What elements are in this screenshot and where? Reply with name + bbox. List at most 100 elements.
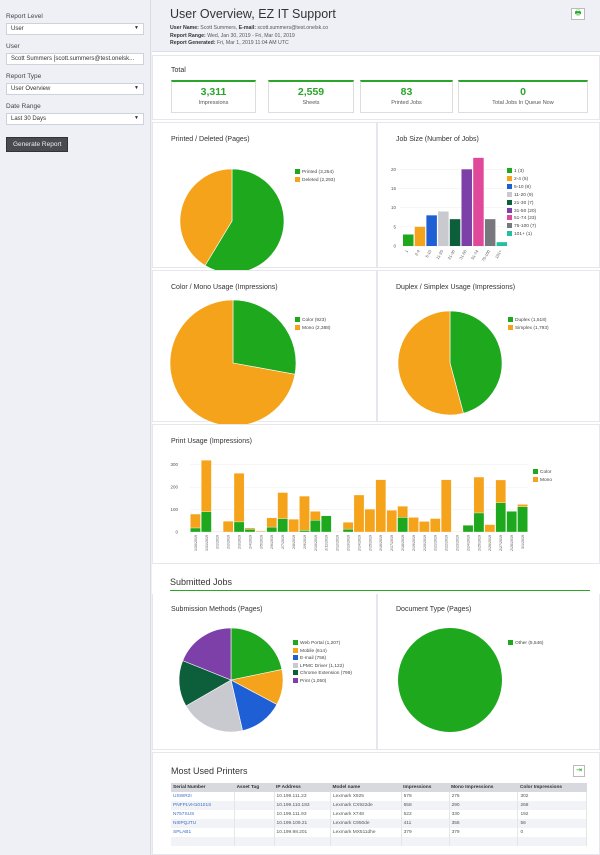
column-header: Serial Number [171,783,235,792]
y-tick-label: 300 [170,462,178,467]
legend-swatch [533,476,538,482]
queue-card: 0 Total Jobs In Queue Now [458,80,588,113]
card-label: Impressions [198,100,229,106]
export-button[interactable]: ⇥ [573,765,585,777]
report-level-value: User [11,26,24,32]
column-header: Mono Impressions [449,783,518,792]
bar-mono [353,494,365,533]
total-panel: Total 3,311 Impressions 2,559 Sheets 83 Pri… [152,55,600,120]
pie-slice [398,628,502,732]
x-tick-label: 2/19/2019 [412,535,416,551]
legend-label: E-mail (756) [300,656,327,662]
table-cell: 10.199.111.93 [274,810,331,819]
serial-number-link[interactable]: PNFPLVH10101S [171,801,236,810]
legend-swatch [295,176,300,182]
range-label: Report Range: [170,32,206,39]
legend-swatch [508,640,513,645]
legend-item: 11-20 (9) [507,191,536,200]
report-type-label: Report Type [6,73,42,80]
table-cell: Lexmark X748 [330,810,402,819]
y-tick-label: 15 [391,186,397,191]
print-button[interactable]: 🖶 [571,8,585,20]
legend-item: 31-50 (20) [507,207,536,216]
legend-item: 21-30 (7) [507,199,536,208]
bar-color [506,511,517,533]
x-tick-label: 2-4 [414,248,422,256]
legend-item: E-mail (756) [293,655,352,663]
bar-color [517,506,528,533]
legend-label: 1 (3) [514,169,524,174]
x-tick-label: 11-20 [435,248,445,260]
serial-number-link[interactable]: N757SUS [171,810,236,819]
bar-mono [473,476,485,514]
bar-color [201,511,212,533]
generated-label: Report Generated: [170,40,216,46]
serial-number-link[interactable]: USWR2I [171,792,236,801]
legend-label: 11-20 (9) [514,192,534,198]
x-tick-label: 2/2/2019 [227,535,231,549]
date-range-select[interactable]: Last 30 Days ▼ [6,113,144,125]
x-tick-label: 2/9/2019 [303,535,307,549]
bar-color [473,512,485,533]
legend-item: LPMC Driver (1,122) [293,662,352,671]
column-header: Model name [330,783,402,792]
x-tick-label: 1/31/2019 [205,535,209,551]
chart-title: Document Type (Pages) [396,606,472,613]
legend-label: Deleted (2,293) [302,177,336,183]
most-used-printers-panel: Most Used Printers ⇥ Serial Number Asset … [152,752,600,855]
bar [438,211,449,246]
printers-table: Serial Number Asset Tag IP Address Model na… [171,783,587,846]
table-cell: 0 [517,828,587,837]
generate-report-button[interactable]: Generate Report [6,137,69,152]
job-size-panel: Job Size (Number of Jobs) 0 5 10 15 20 1 2-4 5-1… [377,122,600,268]
pie-slice [182,627,232,681]
table-cell [234,828,275,837]
caret-down-icon: ▼ [134,85,139,91]
bar-mono [484,524,496,533]
table-cell: Lexmark X925 [330,792,402,801]
serial-number-link[interactable]: NI0PQJTU [171,819,236,828]
serial-number-link[interactable]: SPLAB1 [171,828,236,837]
user-name-label: User Name: [170,25,199,31]
x-tick-label: 2/1/2019 [216,535,220,549]
table-header: Serial Number Asset Tag IP Address Model na… [171,783,587,792]
bar-color [277,518,288,533]
card-value: 3,311 [200,86,227,98]
legend-swatch [507,215,512,221]
legend-label: 21-30 (7) [514,200,534,206]
section-divider [170,590,590,591]
duplex-simplex-panel: Duplex / Simplex Usage (Impressions) Dupl… [377,270,600,422]
chart-legend: Duplex (1,518) Simplex (1,793) [508,317,549,332]
x-tick-label: 2/22/2019 [445,535,449,551]
table-cell: 276 [449,792,519,801]
legend-label: 101+ (1) [514,232,533,238]
legend-label: 2-4 (5) [514,176,529,182]
bar-mono [266,517,277,528]
card-value: 2,559 [297,86,325,98]
x-tick-label: 51-74 [470,248,480,260]
x-tick-label: 2/6/2019 [270,535,274,549]
x-tick-label: 2/25/2019 [477,535,481,551]
report-level-select[interactable]: User ▼ [6,23,144,35]
legend-label: 5-10 (8) [514,184,531,190]
x-tick-label: 2/14/2019 [357,535,361,551]
legend-swatch [295,317,300,322]
bar-mono [277,492,288,519]
legend-label: Color [540,470,552,475]
x-tick-label: 2/21/2019 [434,535,438,551]
bar [473,157,484,246]
report-type-select[interactable]: User Overview ▼ [6,83,144,95]
x-tick-label: 31-50 [458,248,468,260]
legend-item: 101+ (1) [507,231,536,239]
bar-color [342,528,354,533]
pie-slice [232,299,297,375]
legend-label: Printed (3,254) [302,170,334,175]
table-cell: 379 [449,828,519,837]
x-tick-label: 2/13/2019 [346,535,350,551]
caret-down-icon: ▼ [134,25,139,31]
bar-mono [342,522,354,530]
user-input[interactable]: Scott Summers [scott.summers@test.onelsk… [6,53,144,65]
bar-color [495,502,506,533]
table-cell [234,810,275,819]
bar [403,234,414,246]
